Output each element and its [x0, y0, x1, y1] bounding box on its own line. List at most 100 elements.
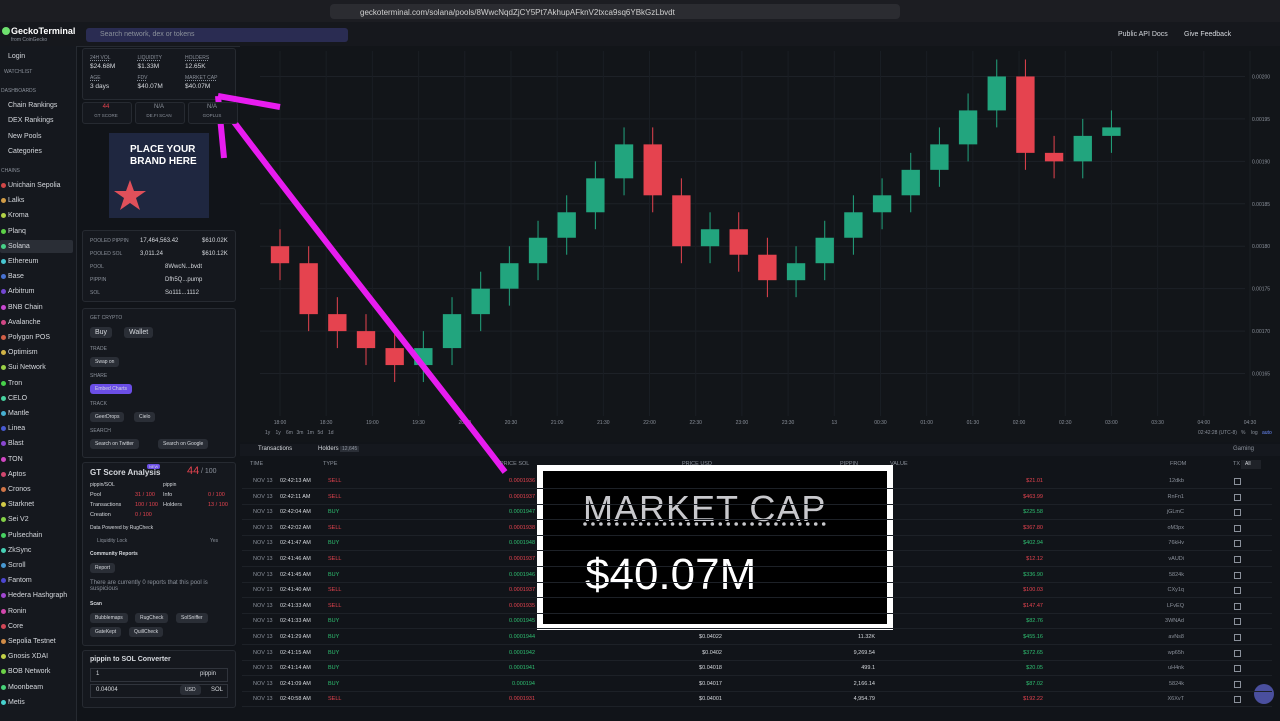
chain-link[interactable]: Optimism: [8, 349, 38, 357]
chain-link[interactable]: Metis: [8, 698, 25, 706]
chain-link[interactable]: Polygon POS: [8, 334, 51, 341]
chain-link[interactable]: BNB Chain: [8, 303, 43, 311]
table-header[interactable]: TYPE: [323, 461, 338, 467]
buy-button[interactable]: Buy: [90, 327, 113, 338]
chain-link[interactable]: Sepolia Testnet: [8, 638, 56, 645]
tx-link[interactable]: [1234, 587, 1241, 595]
scan-button[interactable]: SolSniffer: [176, 613, 208, 623]
chain-link[interactable]: Unichain Sepolia: [8, 182, 61, 189]
chain-link[interactable]: Ethereum: [8, 258, 39, 265]
chain-link[interactable]: Planq: [8, 227, 26, 235]
tx-link[interactable]: [1234, 602, 1241, 610]
chain-link[interactable]: Linea: [8, 425, 26, 433]
feedback-link[interactable]: Give Feedback: [1184, 31, 1232, 38]
scale-option[interactable]: log: [1251, 430, 1258, 436]
score-label[interactable]: DE.FI SCAN: [146, 113, 172, 118]
chain-link[interactable]: Pulsechain: [8, 531, 43, 539]
chain-link[interactable]: Core: [8, 622, 24, 630]
timeframe[interactable]: 6m: [286, 430, 293, 436]
currency[interactable]: USD: [180, 685, 201, 695]
chain-link[interactable]: Ronin: [8, 607, 27, 615]
chain-link[interactable]: Moonbeam: [8, 683, 44, 691]
report-button[interactable]: Report: [90, 563, 116, 573]
chain-link[interactable]: Sui Network: [8, 364, 46, 372]
track-button[interactable]: GeerDrops: [90, 412, 125, 422]
tx-link[interactable]: [1234, 665, 1241, 673]
chain-link[interactable]: Sei V2: [8, 516, 29, 524]
chain-link[interactable]: Arbitrum: [8, 288, 35, 296]
chain-link[interactable]: Solana: [8, 242, 30, 250]
dashboard-link[interactable]: Categories: [8, 147, 42, 155]
chain-link[interactable]: TON: [8, 455, 23, 463]
table-header[interactable]: PIPPIN: [840, 461, 859, 467]
filter[interactable]: [1241, 460, 1261, 469]
tx-link[interactable]: [1234, 649, 1241, 657]
pool-address[interactable]: Dfh5Q...pump: [165, 277, 203, 283]
track-button[interactable]: Cielo: [134, 412, 156, 422]
table-header[interactable]: PRICE USD: [682, 461, 712, 467]
embed-button[interactable]: Embed Charts: [90, 384, 132, 394]
watchlist[interactable]: WATCHLIST: [4, 69, 33, 75]
tx-link[interactable]: [1234, 540, 1241, 548]
tx-link[interactable]: [1234, 509, 1241, 517]
table-header[interactable]: PRICE SOL: [500, 461, 530, 467]
chain-link[interactable]: Blast: [8, 440, 24, 448]
timeframe[interactable]: 1y: [265, 430, 271, 436]
tx-link[interactable]: [1234, 478, 1241, 485]
tab[interactable]: Holders: [318, 446, 339, 452]
brand[interactable]: GeckoTerminal: [11, 26, 76, 36]
chain-link[interactable]: Mantle: [8, 410, 30, 417]
chain-link[interactable]: Lalks: [8, 197, 25, 205]
chain-link[interactable]: Base: [8, 273, 24, 281]
chain-link[interactable]: Aptos: [8, 470, 26, 478]
result-input[interactable]: [90, 684, 228, 698]
chain-link[interactable]: Tron: [8, 379, 23, 387]
chain-link[interactable]: Cronos: [8, 486, 31, 493]
pool-address[interactable]: 8WwcN...bvdt: [165, 264, 203, 270]
amount-input[interactable]: [90, 668, 228, 682]
chain-link[interactable]: ZkSync: [8, 546, 32, 554]
tx-link[interactable]: [1234, 493, 1241, 501]
chain-link[interactable]: Scroll: [8, 562, 26, 569]
search-button[interactable]: Search on Google: [158, 439, 209, 449]
timeframe[interactable]: 1m: [307, 430, 314, 436]
timeframe[interactable]: 5d: [317, 430, 324, 436]
chain-link[interactable]: Starknet: [8, 501, 35, 509]
tx-link[interactable]: [1234, 680, 1241, 688]
login[interactable]: Login: [8, 53, 26, 60]
dashboard-link[interactable]: DEX Rankings: [8, 117, 54, 125]
scale-option[interactable]: auto: [1262, 430, 1272, 436]
tx-link[interactable]: [1234, 634, 1241, 641]
tx-link[interactable]: [1234, 524, 1241, 532]
chain-link[interactable]: Fantom: [8, 577, 32, 585]
tx-link[interactable]: [1234, 571, 1241, 579]
search-button[interactable]: Search on Twitter: [90, 439, 139, 449]
table-header[interactable]: VALUE: [890, 461, 908, 467]
scan-button[interactable]: GateKept: [90, 627, 122, 637]
timeframe[interactable]: 1y: [275, 430, 281, 436]
scan-button[interactable]: QuillCheck: [129, 627, 164, 637]
tx-link[interactable]: [1234, 618, 1241, 626]
timeframe[interactable]: 1d: [328, 430, 334, 436]
wallet-button[interactable]: Wallet: [124, 327, 154, 338]
swap-button[interactable]: Swap on: [90, 357, 120, 367]
table-header[interactable]: FROM: [1170, 461, 1187, 467]
tx-link[interactable]: [1234, 696, 1241, 704]
chain-link[interactable]: BOB Network: [8, 668, 51, 676]
api-docs-link[interactable]: Public API Docs: [1118, 31, 1168, 38]
table-header[interactable]: TIME: [250, 461, 264, 467]
dashboard-link[interactable]: New Pools: [8, 132, 42, 140]
chain-link[interactable]: Hedera Hashgraph: [8, 592, 68, 600]
pool-address[interactable]: So111...1112: [165, 290, 199, 296]
timeframe[interactable]: 3m: [296, 430, 304, 436]
search-box[interactable]: [86, 28, 348, 42]
address-bar[interactable]: [330, 4, 900, 19]
scale-option[interactable]: %: [1241, 430, 1246, 436]
chain-link[interactable]: Avalanche: [8, 318, 41, 326]
tx-link[interactable]: [1234, 556, 1241, 563]
score-label[interactable]: GT SCORE: [94, 113, 118, 118]
tab[interactable]: Transactions: [258, 446, 293, 452]
score-label[interactable]: GOPLUS: [202, 113, 222, 118]
chain-link[interactable]: Kroma: [8, 212, 29, 220]
gaming[interactable]: Gaming: [1233, 446, 1255, 452]
